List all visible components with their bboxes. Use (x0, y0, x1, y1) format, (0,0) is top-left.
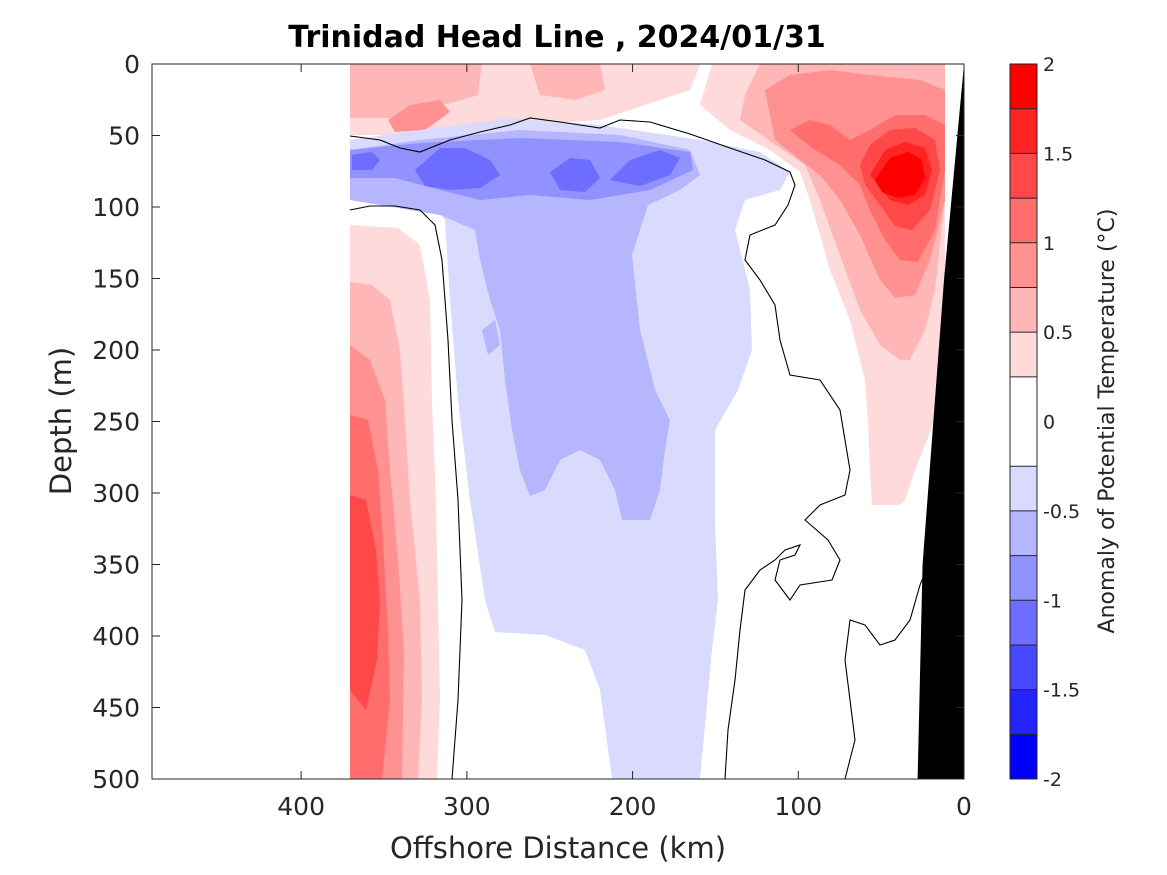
x-tick-label: 100 (774, 792, 822, 821)
colorbar-swatch (1010, 332, 1037, 377)
colorbar-tick-label: 0.5 (1043, 322, 1073, 344)
y-tick-label: 0 (124, 50, 140, 79)
cold-core-2 (415, 148, 500, 190)
y-tick-label: 450 (92, 694, 140, 723)
cold-tongue-core (350, 130, 700, 520)
y-axis: 0 50 100 150 200 250 300 350 400 450 500 (92, 50, 964, 794)
colorbar-swatch (1010, 600, 1037, 645)
colorbar-swatch (1010, 287, 1037, 333)
colorbar-tick-label: -1 (1043, 590, 1062, 612)
colorbar-swatch (1010, 555, 1037, 601)
colorbar-label: Anomaly of Potential Temperature (°C) (1095, 209, 1120, 634)
chart-title: Trinidad Head Line , 2024/01/31 (288, 20, 825, 55)
colorbar: 2 1.5 1 0.5 0 -0.5 -1 -1.5 -2 (1009, 54, 1080, 791)
cold-core-1 (352, 152, 380, 170)
colorbar-swatch (1010, 689, 1037, 735)
colorbar-tick-label: -2 (1043, 769, 1062, 791)
plot-frame (151, 63, 965, 780)
colorbar-swatch (1010, 644, 1037, 690)
x-tick-label: 300 (443, 792, 491, 821)
y-tick-label: 500 (92, 765, 140, 794)
x-axis-label: Offshore Distance (km) (390, 831, 726, 865)
cold-core-4 (610, 150, 680, 186)
cold-core-3 (550, 158, 600, 192)
y-tick-label: 400 (92, 622, 140, 651)
y-tick-label: 50 (108, 122, 140, 151)
x-axis: 400 300 200 100 0 (277, 64, 972, 821)
surface-warm-patch (350, 64, 482, 118)
colorbar-swatch (1010, 734, 1037, 779)
western-warm-edge-core (350, 495, 380, 710)
colorbar-tick-label: 1.5 (1043, 143, 1073, 165)
colorbar-tick-label: -0.5 (1043, 501, 1080, 523)
colorbar-swatch (1010, 510, 1037, 556)
colorbar-tick-label: 2 (1043, 54, 1055, 76)
y-tick-label: 100 (92, 193, 140, 222)
zero-contour-upper (349, 117, 851, 779)
zero-contour-coastal (844, 559, 931, 779)
colorbar-swatch (1010, 64, 1037, 109)
colorbar-swatch (1010, 466, 1037, 511)
colorbar-swatch (1010, 153, 1037, 199)
y-tick-label: 150 (92, 265, 140, 294)
y-tick-label: 350 (92, 551, 140, 580)
cold-pocket (482, 320, 500, 355)
surface-warm-patch-2 (530, 64, 605, 100)
y-axis-label: Depth (m) (44, 347, 78, 495)
x-tick-label: 200 (609, 792, 657, 821)
colorbar-tick-label: -1.5 (1043, 680, 1080, 702)
colorbar-swatch (1010, 376, 1037, 467)
contour-fill-layer (349, 64, 964, 779)
colorbar-swatch (1010, 242, 1037, 288)
coastal-warm-plume-center (875, 152, 925, 198)
y-tick-label: 200 (92, 336, 140, 365)
zero-contour-western (349, 205, 463, 779)
x-tick-label: 0 (956, 792, 972, 821)
y-tick-label: 300 (92, 479, 140, 508)
surface-warm-core (388, 100, 450, 132)
colorbar-swatch (1010, 108, 1037, 154)
land-mask (917, 64, 964, 779)
colorbar-frame (1009, 63, 1038, 780)
y-tick-label: 250 (92, 408, 140, 437)
colorbar-tick-label: 0 (1043, 412, 1055, 434)
colorbar-tick-label: 1 (1043, 233, 1055, 255)
colorbar-swatch (1010, 198, 1037, 243)
x-tick-label: 400 (277, 792, 325, 821)
